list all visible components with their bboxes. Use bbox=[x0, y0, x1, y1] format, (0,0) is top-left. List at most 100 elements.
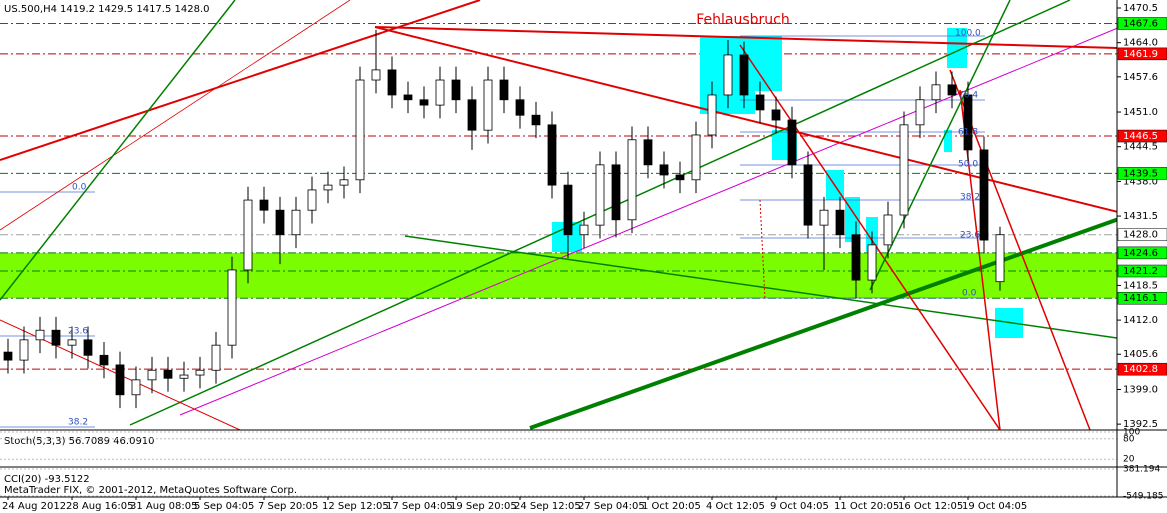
candle-body bbox=[51, 329, 61, 346]
zone bbox=[0, 252, 1117, 299]
candle-body bbox=[899, 124, 909, 216]
ohlc-text: 1419.2 1429.5 1417.5 1428.0 bbox=[60, 4, 210, 15]
level-label-box bbox=[1117, 167, 1167, 180]
candle-body bbox=[371, 69, 381, 81]
y-tick-label: 1457.6 bbox=[1123, 72, 1158, 83]
candle-body bbox=[787, 119, 797, 166]
highlight-box bbox=[742, 36, 782, 91]
x-tick-label: 19 Oct 04:05 bbox=[962, 501, 1027, 512]
fib-label: 61.8 bbox=[958, 128, 978, 138]
fib-lines bbox=[0, 35, 985, 428]
fib-label: 76.4 bbox=[958, 91, 978, 101]
candle-body bbox=[723, 54, 733, 96]
trendline bbox=[739, 44, 1001, 430]
fib-label: 23.6 bbox=[960, 231, 980, 241]
level-label-box bbox=[1117, 17, 1167, 30]
candle-body bbox=[595, 164, 605, 226]
y-tick-label: 1412.0 bbox=[1123, 315, 1158, 326]
level-label: 1428.0 bbox=[1123, 230, 1158, 241]
level-label: 1439.5 bbox=[1123, 168, 1158, 179]
level-label: 1424.6 bbox=[1123, 248, 1158, 259]
candle-body bbox=[691, 134, 701, 181]
level-label-box bbox=[1117, 264, 1167, 278]
y-tick-label: 1392.5 bbox=[1123, 419, 1158, 430]
level-label-box bbox=[1117, 47, 1167, 61]
candle-body bbox=[627, 139, 637, 221]
candle-body bbox=[963, 94, 973, 151]
level-label-box bbox=[1117, 362, 1167, 376]
level-label: 1416.1 bbox=[1123, 293, 1158, 304]
candle-body bbox=[19, 339, 29, 361]
trendline bbox=[0, 0, 351, 231]
x-tick-label: 12 Sep 12:05 bbox=[322, 501, 389, 512]
candle-body bbox=[227, 269, 237, 346]
indicator-name: CCI(20) -93.5122 bbox=[4, 474, 90, 485]
candle-body bbox=[291, 209, 301, 236]
candle-body bbox=[307, 189, 317, 211]
candle-body bbox=[355, 79, 365, 181]
trendline bbox=[759, 199, 766, 301]
candle-body bbox=[115, 364, 125, 396]
candle-body bbox=[707, 94, 717, 136]
candle-body bbox=[803, 164, 813, 226]
candle-body bbox=[179, 374, 189, 379]
candle-body bbox=[35, 329, 45, 341]
level-label: 1461.9 bbox=[1123, 49, 1158, 60]
x-tick-label: 24 Aug 2012 bbox=[2, 501, 66, 512]
indicator-tick-label: 20 bbox=[1123, 455, 1135, 465]
candle-body bbox=[211, 344, 221, 371]
x-tick-label: 1 Oct 20:05 bbox=[642, 501, 701, 512]
candle-body bbox=[819, 209, 829, 226]
trendline bbox=[529, 217, 1117, 430]
zone-layer bbox=[0, 252, 1117, 299]
candle-body bbox=[323, 184, 333, 191]
candle-body bbox=[83, 339, 93, 356]
x-tick-label: 17 Sep 04:05 bbox=[386, 501, 453, 512]
candles-layer bbox=[3, 29, 1005, 409]
candle-body bbox=[883, 214, 893, 246]
candle-body bbox=[403, 94, 413, 101]
candle-body bbox=[835, 209, 845, 236]
candle-body bbox=[755, 94, 765, 111]
y-tick-label: 1470.5 bbox=[1123, 3, 1158, 14]
candle-body bbox=[419, 99, 429, 106]
highlight-box bbox=[944, 130, 952, 152]
candle-body bbox=[851, 234, 861, 281]
x-tick-label: 27 Sep 04:05 bbox=[578, 501, 645, 512]
candle-body bbox=[387, 69, 397, 96]
level-label-box bbox=[1117, 228, 1167, 241]
candle-body bbox=[131, 379, 141, 396]
x-tick-label: 5 Sep 04:05 bbox=[194, 501, 254, 512]
y-tick-label: 1444.5 bbox=[1123, 142, 1158, 153]
fib-label: 38.2 bbox=[68, 418, 88, 428]
x-tick-label: 7 Sep 20:05 bbox=[258, 501, 318, 512]
candle-body bbox=[147, 369, 157, 381]
candle-body bbox=[435, 79, 445, 106]
candle-body bbox=[531, 114, 541, 126]
highlight-box bbox=[947, 28, 967, 68]
indicator-name: Stoch(5,3,3) 56.7089 46.0910 bbox=[4, 436, 155, 447]
candle-body bbox=[243, 199, 253, 271]
candle-body bbox=[275, 209, 285, 236]
fib-label: 100.0 bbox=[955, 29, 981, 39]
trendline bbox=[374, 26, 1117, 49]
candle-body bbox=[547, 124, 557, 186]
trendline bbox=[0, 0, 236, 301]
candle-body bbox=[339, 179, 349, 186]
trendline bbox=[374, 26, 1117, 213]
y-tick-label: 1431.5 bbox=[1123, 211, 1158, 222]
candle-body bbox=[163, 369, 173, 379]
candle-body bbox=[483, 79, 493, 131]
candle-body bbox=[195, 369, 205, 376]
x-tick-label: 31 Aug 08:05 bbox=[130, 501, 197, 512]
candle-body bbox=[995, 234, 1005, 283]
candle-body bbox=[915, 99, 925, 126]
fib-label: 38.2 bbox=[960, 193, 980, 203]
x-tick-label: 28 Aug 16:05 bbox=[66, 501, 133, 512]
x-tick-label: 4 Oct 12:05 bbox=[706, 501, 765, 512]
x-tick-label: 9 Oct 04:05 bbox=[770, 501, 829, 512]
candle-body bbox=[259, 199, 269, 211]
indicator-tick-label: 381.194 bbox=[1123, 465, 1160, 475]
candle-body bbox=[675, 174, 685, 181]
level-label-box bbox=[1117, 291, 1167, 305]
